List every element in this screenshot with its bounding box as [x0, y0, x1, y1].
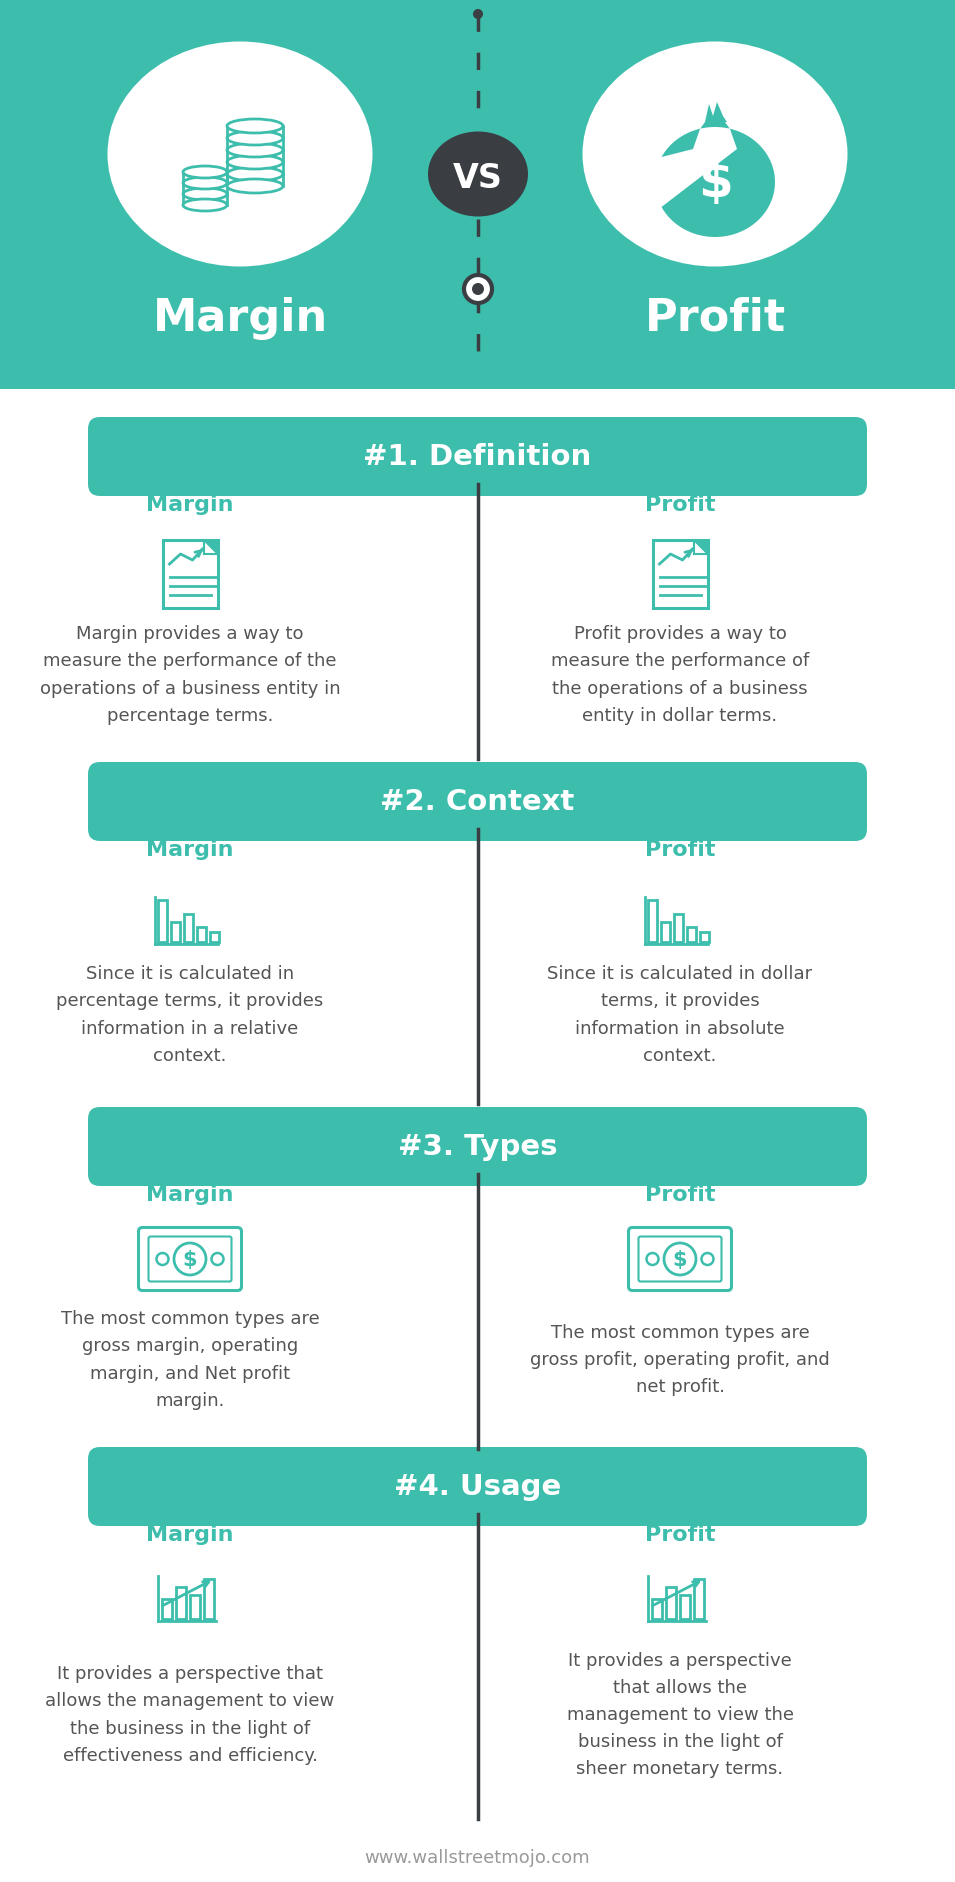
Text: Profit: Profit: [645, 1524, 715, 1543]
Text: The most common types are
gross profit, operating profit, and
net profit.: The most common types are gross profit, …: [530, 1323, 830, 1395]
Ellipse shape: [227, 143, 283, 158]
Circle shape: [472, 284, 484, 295]
Bar: [190, 1596, 200, 1619]
Text: Profit: Profit: [645, 1184, 715, 1204]
Bar: [694, 1579, 704, 1619]
Text: Margin: Margin: [153, 295, 328, 339]
Ellipse shape: [227, 156, 283, 169]
Bar: [652, 1600, 662, 1619]
Text: www.wallstreetmojo.com: www.wallstreetmojo.com: [365, 1848, 590, 1867]
Text: Since it is calculated in dollar
terms, it provides
information in absolute
cont: Since it is calculated in dollar terms, …: [547, 965, 813, 1063]
Ellipse shape: [227, 120, 283, 134]
Text: Profit provides a way to
measure the performance of
the operations of a business: Profit provides a way to measure the per…: [551, 625, 809, 725]
Text: #1. Definition: #1. Definition: [363, 442, 592, 470]
Ellipse shape: [183, 199, 227, 213]
Ellipse shape: [183, 188, 227, 201]
Text: Margin provides a way to
measure the performance of the
operations of a business: Margin provides a way to measure the per…: [40, 625, 340, 725]
Text: Margin: Margin: [146, 495, 234, 514]
Ellipse shape: [428, 132, 528, 218]
Bar: [648, 900, 657, 943]
Bar: [162, 1600, 172, 1619]
Polygon shape: [693, 540, 708, 555]
Text: Margin: Margin: [146, 1524, 234, 1543]
Bar: [184, 915, 193, 943]
Polygon shape: [705, 104, 727, 122]
Bar: [674, 915, 683, 943]
Text: Profit: Profit: [645, 495, 715, 514]
Text: Since it is calculated in
percentage terms, it provides
information in a relativ: Since it is calculated in percentage ter…: [56, 965, 324, 1063]
Ellipse shape: [183, 167, 227, 179]
Ellipse shape: [227, 167, 283, 183]
Text: VS: VS: [453, 162, 503, 194]
Polygon shape: [662, 122, 775, 237]
Bar: [680, 1596, 690, 1619]
Text: $: $: [672, 1250, 688, 1268]
Bar: [176, 1587, 186, 1619]
Ellipse shape: [227, 181, 283, 194]
Ellipse shape: [583, 43, 847, 267]
Bar: [666, 1587, 676, 1619]
Text: Margin: Margin: [146, 839, 234, 860]
FancyBboxPatch shape: [88, 762, 867, 841]
Text: #3. Types: #3. Types: [397, 1133, 558, 1161]
Ellipse shape: [183, 179, 227, 190]
Text: $: $: [697, 158, 732, 207]
Bar: [210, 932, 219, 943]
FancyBboxPatch shape: [88, 418, 867, 497]
Circle shape: [473, 9, 483, 21]
Text: Margin: Margin: [146, 1184, 234, 1204]
Text: Profit: Profit: [645, 295, 786, 339]
Bar: [158, 900, 167, 943]
Text: Profit: Profit: [645, 839, 715, 860]
Bar: [661, 922, 670, 943]
Text: #4. Usage: #4. Usage: [393, 1472, 562, 1500]
Text: $: $: [182, 1250, 198, 1268]
FancyBboxPatch shape: [88, 1107, 867, 1186]
Bar: [687, 928, 696, 943]
Bar: [204, 1579, 214, 1619]
Text: It provides a perspective that
allows the management to view
the business in the: It provides a perspective that allows th…: [46, 1664, 334, 1763]
Text: #2. Context: #2. Context: [380, 787, 575, 815]
FancyBboxPatch shape: [88, 1447, 867, 1526]
Circle shape: [464, 277, 492, 303]
Text: The most common types are
gross margin, operating
margin, and Net profit
margin.: The most common types are gross margin, …: [60, 1310, 319, 1410]
Bar: [0, 0, 955, 390]
Bar: [197, 928, 206, 943]
Bar: [171, 922, 180, 943]
Bar: [700, 932, 709, 943]
Polygon shape: [203, 540, 218, 555]
Ellipse shape: [227, 132, 283, 147]
Text: It provides a perspective
that allows the
management to view the
business in the: It provides a perspective that allows th…: [566, 1651, 794, 1777]
Ellipse shape: [108, 43, 372, 267]
